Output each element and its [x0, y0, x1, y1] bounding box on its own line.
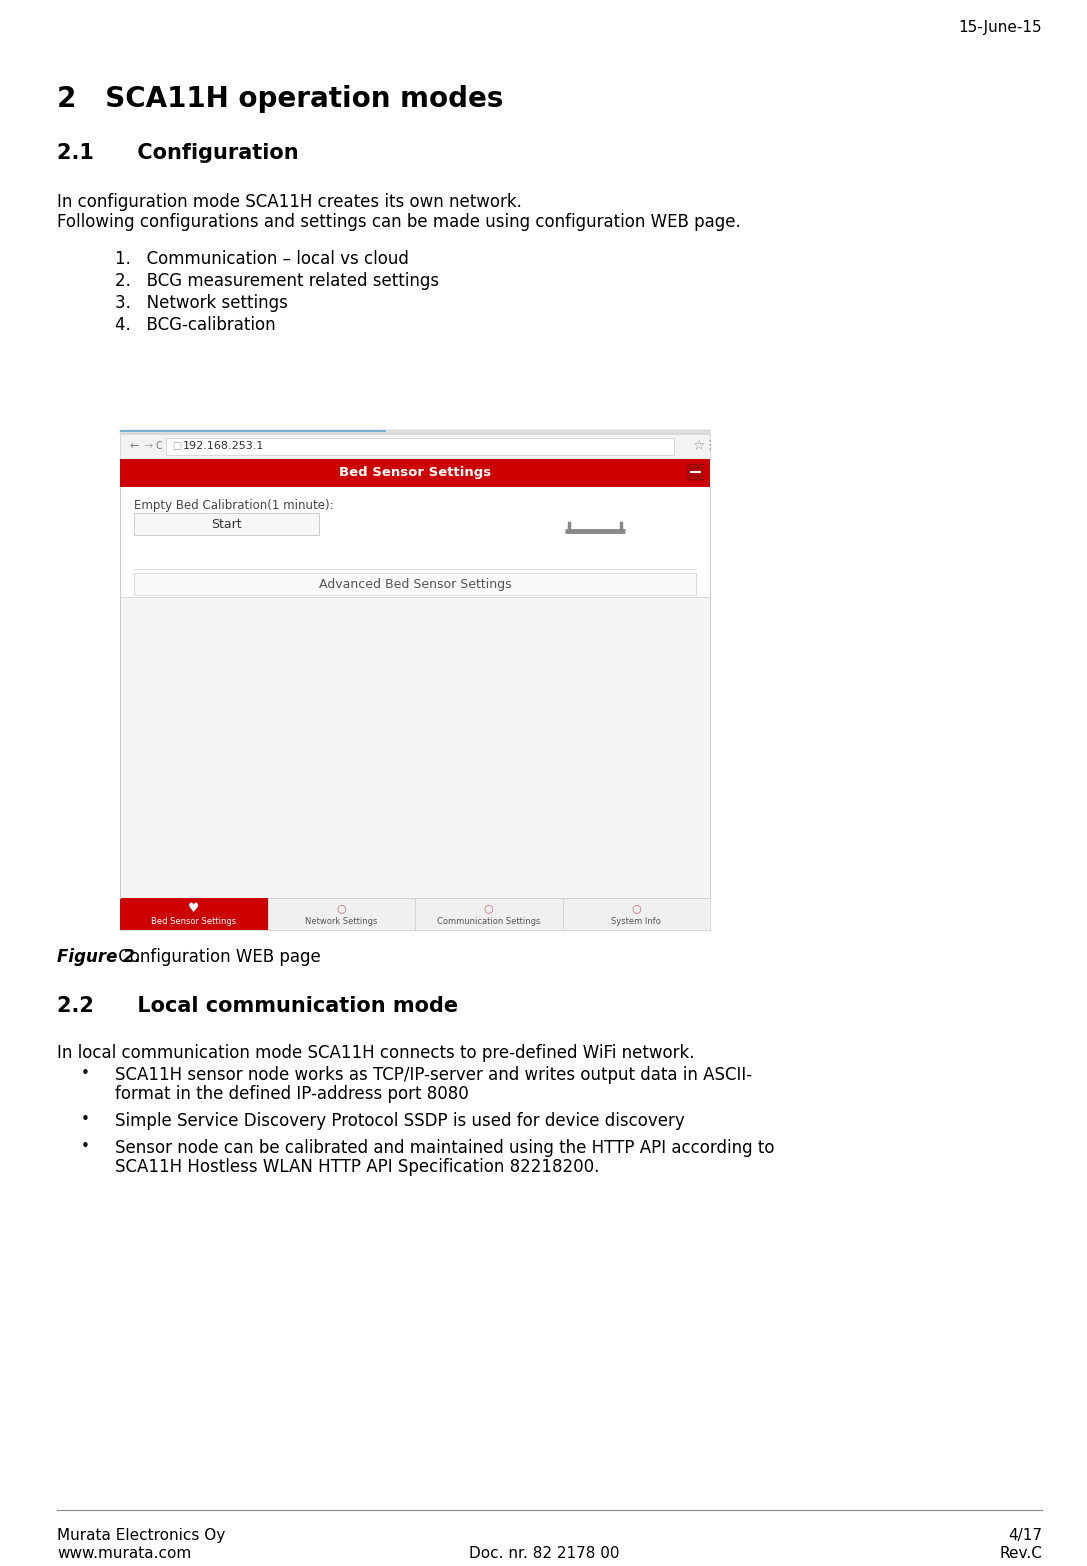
Bar	[120, 459, 710, 487]
Text: Bed Sensor Settings: Bed Sensor Settings	[151, 918, 236, 926]
Text: Figure 2.: Figure 2.	[57, 947, 141, 966]
Text: ☆: ☆	[692, 438, 704, 453]
Text: Start: Start	[211, 518, 241, 531]
Text: 3.   Network settings: 3. Network settings	[115, 294, 288, 312]
Text: SCA11H sensor node works as TCP/IP-server and writes output data in ASCII-: SCA11H sensor node works as TCP/IP-serve…	[115, 1066, 752, 1084]
Text: 192.168.253.1: 192.168.253.1	[183, 442, 264, 451]
Text: Communication Settings: Communication Settings	[437, 918, 540, 926]
Bar	[120, 431, 710, 434]
Text: ♥: ♥	[188, 902, 199, 915]
Bar	[166, 438, 674, 456]
Bar	[120, 597, 710, 897]
Text: □: □	[172, 442, 182, 451]
Text: Network Settings: Network Settings	[305, 918, 377, 926]
Bar	[120, 487, 710, 897]
Text: Murata Electronics Oy: Murata Electronics Oy	[57, 1528, 225, 1543]
Text: 1.   Communication – local vs cloud: 1. Communication – local vs cloud	[115, 251, 409, 268]
Text: •: •	[80, 1138, 89, 1154]
Text: 2.   BCG measurement related settings: 2. BCG measurement related settings	[115, 272, 439, 290]
Bar	[120, 897, 267, 930]
Bar	[688, 464, 703, 481]
Text: Sensor node can be calibrated and maintained using the HTTP API according to: Sensor node can be calibrated and mainta…	[115, 1138, 775, 1157]
Text: format in the defined IP-address port 8080: format in the defined IP-address port 80…	[115, 1085, 468, 1102]
Text: →: →	[143, 442, 152, 451]
Bar	[120, 431, 386, 432]
Text: In configuration mode SCA11H creates its own network.: In configuration mode SCA11H creates its…	[57, 193, 522, 211]
Text: ○: ○	[336, 904, 346, 913]
Text: 4/17: 4/17	[1008, 1528, 1042, 1543]
Bar	[120, 434, 710, 459]
Bar	[134, 514, 318, 536]
Text: Doc. nr. 82 2178 00: Doc. nr. 82 2178 00	[468, 1546, 620, 1561]
Text: SCA11H Hostless WLAN HTTP API Specification 82218200.: SCA11H Hostless WLAN HTTP API Specificat…	[115, 1157, 599, 1176]
Text: 2   SCA11H operation modes: 2 SCA11H operation modes	[57, 85, 503, 113]
Text: C: C	[157, 442, 163, 451]
Text: 2.1      Configuration: 2.1 Configuration	[57, 143, 299, 163]
Bar	[134, 573, 696, 595]
Text: ←: ←	[130, 442, 139, 451]
Text: ○: ○	[484, 904, 493, 913]
Text: System Info: System Info	[611, 918, 661, 926]
Text: Simple Service Discovery Protocol SSDP is used for device discovery: Simple Service Discovery Protocol SSDP i…	[115, 1112, 685, 1131]
Text: 15-June-15: 15-June-15	[959, 20, 1042, 34]
Bar	[120, 897, 710, 930]
Text: In local communication mode SCA11H connects to pre-defined WiFi network.: In local communication mode SCA11H conne…	[57, 1045, 695, 1062]
Text: Advanced Bed Sensor Settings: Advanced Bed Sensor Settings	[318, 578, 511, 590]
Text: Bed Sensor Settings: Bed Sensor Settings	[339, 467, 491, 479]
Text: •: •	[80, 1112, 89, 1128]
Text: ○: ○	[632, 904, 641, 913]
Text: Configuration WEB page: Configuration WEB page	[113, 947, 321, 966]
Text: Empty Bed Calibration(1 minute):: Empty Bed Calibration(1 minute):	[134, 500, 334, 512]
Text: www.murata.com: www.murata.com	[57, 1546, 191, 1561]
Text: ⋮: ⋮	[703, 440, 715, 453]
Text: •: •	[80, 1066, 89, 1081]
Text: 2.2      Local communication mode: 2.2 Local communication mode	[57, 996, 458, 1016]
Text: Rev.C: Rev.C	[999, 1546, 1042, 1561]
Text: 4.   BCG-calibration: 4. BCG-calibration	[115, 316, 276, 334]
Text: Following configurations and settings can be made using configuration WEB page.: Following configurations and settings ca…	[57, 213, 740, 232]
